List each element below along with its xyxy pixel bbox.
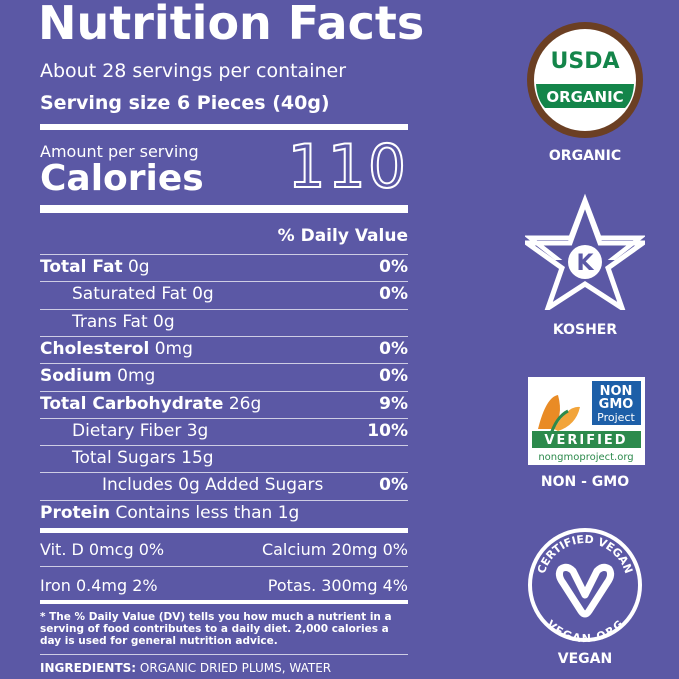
vegan-bottom: VEGAN.ORG [544,618,626,643]
rule [40,390,408,392]
nutrient-row: Includes 0g Added Sugars 0% [40,475,408,499]
ingredients: INGREDIENTS: ORGANIC DRIED PLUMS, WATER [40,661,331,675]
ingredients-label: INGREDIENTS: [40,661,137,675]
nutrient-row: Total Sugars 15g [40,448,408,472]
nongmo-line: Project [597,411,635,424]
vegan-top: CERTIFIED VEGAN [535,533,635,575]
nutrient-dv: 0% [379,338,408,359]
svg-text:VEGAN.ORG: VEGAN.ORG [544,618,626,643]
rule [40,417,408,419]
nutrient-amount: 15g [181,448,214,469]
rule [40,528,408,533]
nutrient-dv: 0% [379,366,408,387]
nutrient-amount: 0g [153,311,175,332]
badge-label: KOSHER [552,322,618,338]
nutrient-row: Cholesterol 0mg 0% [40,339,408,363]
nongmo-verified: VERIFIED [544,433,627,448]
rule [40,445,408,447]
badge-label: ORGANIC [548,148,622,164]
amount-label: Amount per serving [40,142,199,161]
vegan-icon: CERTIFIED VEGAN VEGAN.ORG [528,528,642,643]
rule [40,566,408,567]
nutrient-amount: 0g [127,257,150,277]
nongmo-url: nongmoproject.org [538,452,633,463]
nutrient-row: Dietary Fiber 3g 10% [40,421,408,445]
footnote: * The % Daily Value (DV) tells you how m… [40,611,392,647]
vitamin: Calcium 20mg 0% [261,540,408,559]
nutrient-amount: 3g [186,420,209,441]
rule [40,499,408,501]
rule [40,363,408,365]
nutrient-dv: 0% [379,475,408,496]
serving-size: Serving size 6 Pieces (40g) [40,92,330,114]
rule [40,254,408,255]
title: Nutrition Facts [38,0,425,50]
kosher-mark: K [576,251,594,276]
nutrient-name: Cholesterol [40,338,150,359]
servings: About 28 servings per container [40,60,347,82]
rule [40,281,408,283]
nutrient-name: Includes 0g Added Sugars [102,475,324,496]
nutrient-amount: 26g [228,393,262,414]
rule [40,335,408,337]
nutrient-name: Saturated Fat [72,284,187,305]
rule [40,124,408,130]
nutrient-name: Total Carbohydrate [40,393,224,414]
nutrient-name: Trans Fat [72,311,148,332]
nutrient-dv: 9% [379,393,408,414]
badge-label: NON - GMO [540,474,630,490]
vitamin: Vit. D 0mcg 0% [40,540,165,559]
nutrient-row: Saturated Fat 0g 0% [40,284,408,308]
ingredients-text: ORGANIC DRIED PLUMS, WATER [139,661,332,675]
nutrient-name: Sodium [40,366,112,387]
nongmo-line: GMO [599,397,634,412]
nutrient-row: Protein Contains less than 1g [40,503,408,527]
nutrient-name: Dietary Fiber [72,420,182,441]
nutrient-row: Sodium 0mg 0% [40,366,408,390]
nutrient-amount: 0mg [154,338,193,359]
calories-label: Calories [40,158,204,199]
nutrient-name: Total Sugars [72,448,176,469]
nongmo-icon: NON GMO Project VERIFIED nongmoproject.o… [528,377,645,465]
nutrient-amount: Contains less than 1g [115,502,300,523]
dv-header: % Daily Value [277,226,408,246]
nongmo-line: NON [600,384,633,399]
vitamin: Iron 0.4mg 2% [40,576,158,595]
nutrient-name: Protein [40,502,111,523]
badge-label: VEGAN [557,651,613,667]
nutrient-dv: 0% [379,257,408,277]
nutrient-dv: 0% [379,284,408,305]
nutrient-row: Total Carbohydrate 26g 9% [40,394,408,418]
rule [40,472,408,474]
usda-band: ORGANIC [546,88,623,106]
calories-value: 110 [286,131,408,203]
svg-text:CERTIFIED VEGAN: CERTIFIED VEGAN [535,533,635,575]
nutrient-name: Total Fat [40,257,123,277]
rule [40,600,408,604]
vitamin: Potas. 300mg 4% [267,576,408,595]
nutrient-amount: 0g [192,284,214,305]
kosher-icon: K [525,200,645,310]
nutrient-dv: 10% [367,420,408,441]
usda-text: USDA [551,49,620,74]
nutrient-row: Total Fat 0g 0% [40,257,408,281]
rule [40,205,408,213]
rule [40,654,408,655]
nutrient-amount: 0mg [117,366,156,387]
badge-icons: USDA ORGANIC [525,22,645,260]
nutrient-row: Trans Fat 0g [40,312,408,336]
rule [40,308,408,310]
